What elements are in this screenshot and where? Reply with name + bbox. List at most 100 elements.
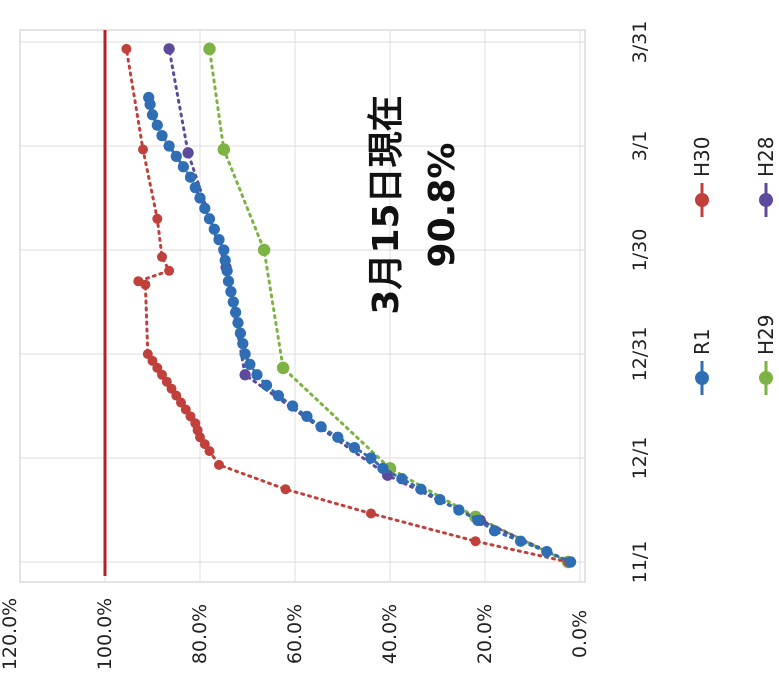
series-line-h30 [124, 47, 570, 564]
data-point-h28 [182, 147, 194, 159]
x-tick-label: 12/1 [629, 437, 651, 480]
data-point-r1 [396, 473, 408, 485]
data-point-r1 [222, 275, 235, 287]
data-point-h30 [142, 349, 153, 359]
y-tick-labels: 0.0% 20.0% 40.0% 60.0% 80.0% 100.0% 120.0% [0, 598, 591, 670]
series-layer [121, 42, 577, 569]
data-point-h30 [121, 43, 132, 54]
data-point-h30 [204, 446, 215, 457]
x-tick-label: 3/1 [629, 131, 651, 162]
data-point-r1 [219, 254, 231, 267]
data-point-r1 [244, 358, 256, 371]
annotation-line2: 90.8% [422, 143, 463, 268]
legend-item-r1: R1 [690, 328, 714, 395]
data-point-r1 [514, 535, 527, 547]
data-point-h30 [152, 362, 163, 373]
legend-label: H30 [690, 137, 714, 178]
data-point-r1 [208, 223, 220, 235]
data-point-r1 [541, 545, 553, 558]
legend-label: R1 [690, 328, 714, 355]
data-point-r1 [229, 306, 242, 319]
x-tick-label: 3/31 [629, 21, 651, 64]
data-point-r1 [348, 441, 361, 454]
data-point-r1 [434, 493, 446, 506]
data-point-h29 [203, 42, 216, 56]
legend-swatch-marker [759, 193, 773, 207]
data-point-r1 [194, 192, 206, 204]
data-point-r1 [251, 369, 263, 381]
legend: R1 H30 H29 H28 [690, 137, 778, 395]
legend-item-h29: H29 [754, 315, 778, 395]
data-point-r1 [221, 265, 233, 277]
data-point-h30 [214, 459, 224, 470]
data-point-r1 [272, 389, 285, 402]
x-tick-label: 1/30 [629, 229, 651, 272]
data-point-r1 [415, 483, 427, 495]
data-point-h30 [470, 536, 481, 547]
data-point-h29 [257, 243, 271, 257]
data-point-r1 [237, 337, 249, 350]
x-tick-label: 11/1 [629, 541, 651, 584]
data-point-r1 [301, 410, 313, 423]
data-point-r1 [163, 140, 175, 152]
data-point-r1 [377, 462, 389, 475]
data-point-h30 [138, 144, 148, 155]
y-tick-label: 100.0% [94, 598, 116, 670]
data-point-r1 [146, 109, 159, 121]
data-point-r1 [227, 296, 239, 308]
data-point-r1 [203, 213, 216, 225]
y-tick-label: 0.0% [569, 610, 591, 658]
series-line-r1 [147, 96, 572, 564]
data-point-r1 [213, 233, 225, 246]
legend-label: H29 [754, 315, 778, 356]
data-point-r1 [260, 379, 273, 391]
data-point-h30 [133, 276, 144, 287]
data-point-r1 [170, 150, 182, 163]
data-point-h30 [152, 213, 163, 224]
annotation-line1: 3月15日現在 [366, 95, 407, 314]
legend-item-h30: H30 [690, 137, 714, 217]
annotation: 3月15日現在 90.8% [366, 95, 463, 314]
series-r1 [143, 91, 577, 568]
x-tick-label: 12/31 [629, 327, 651, 382]
data-point-r1 [365, 452, 377, 464]
data-point-r1 [156, 129, 168, 142]
data-point-r1 [199, 202, 211, 215]
data-point-r1 [332, 431, 344, 443]
x-tick-labels: 11/1 12/1 12/31 1/30 3/1 3/31 [629, 21, 651, 584]
legend-swatch-marker [759, 371, 773, 385]
legend-swatch-marker [695, 193, 709, 207]
data-point-r1 [488, 525, 501, 537]
data-point-r1 [225, 285, 237, 298]
data-point-r1 [218, 244, 230, 256]
y-tick-label: 20.0% [474, 604, 496, 664]
data-point-r1 [189, 181, 201, 194]
data-point-h30 [366, 508, 376, 519]
data-point-h30 [166, 383, 177, 394]
y-tick-label: 120.0% [0, 598, 21, 670]
data-point-r1 [184, 171, 197, 183]
data-point-r1 [151, 119, 163, 131]
data-point-h29 [276, 361, 290, 375]
data-point-h28 [239, 369, 251, 381]
data-point-h28 [163, 43, 175, 55]
legend-label: H28 [754, 137, 778, 178]
data-point-h30 [180, 404, 191, 415]
data-point-h30 [157, 251, 167, 262]
y-tick-label: 80.0% [189, 604, 211, 664]
data-point-r1 [315, 421, 327, 433]
data-point-h30 [280, 484, 291, 495]
series-h30 [121, 43, 574, 567]
data-point-r1 [453, 504, 465, 516]
data-point-h30 [164, 265, 175, 276]
data-point-r1 [472, 514, 484, 527]
data-point-r1 [286, 400, 299, 412]
data-point-r1 [564, 556, 577, 568]
data-point-r1 [234, 327, 247, 339]
data-point-h29 [217, 143, 231, 156]
legend-swatch-marker [695, 371, 709, 385]
legend-item-h28: H28 [754, 137, 778, 217]
data-point-r1 [239, 348, 251, 360]
data-point-r1 [232, 317, 244, 329]
